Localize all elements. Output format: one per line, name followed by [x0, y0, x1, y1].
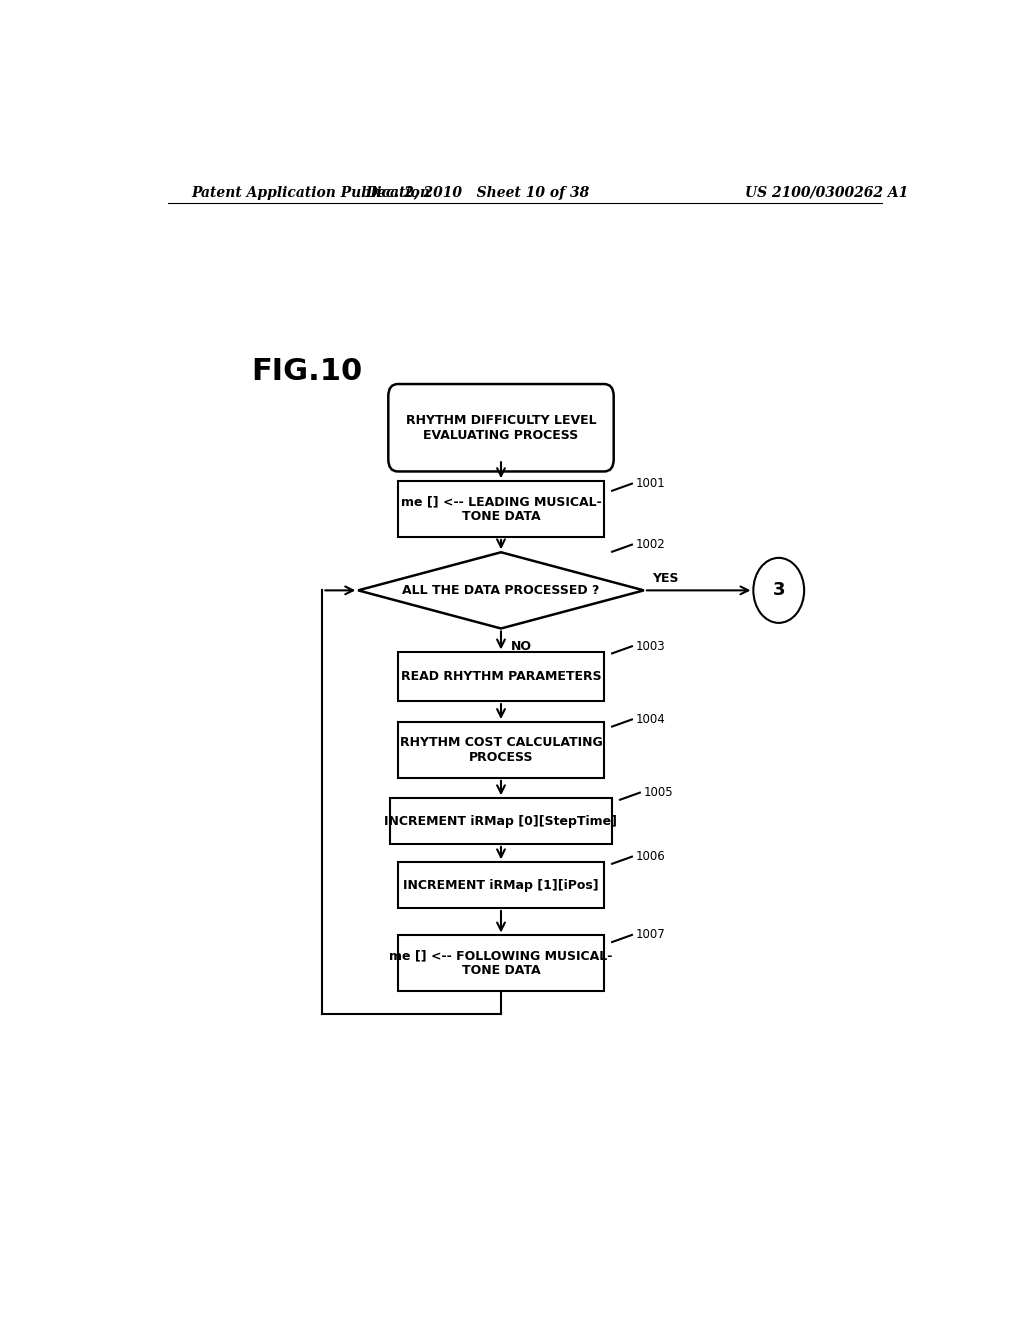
Text: 1004: 1004: [636, 713, 666, 726]
Text: READ RHYTHM PARAMETERS: READ RHYTHM PARAMETERS: [400, 671, 601, 684]
Text: Patent Application Publication: Patent Application Publication: [191, 186, 430, 199]
Text: me [] <-- LEADING MUSICAL-
TONE DATA: me [] <-- LEADING MUSICAL- TONE DATA: [400, 495, 601, 523]
Text: INCREMENT iRMap [1][iPos]: INCREMENT iRMap [1][iPos]: [403, 879, 599, 891]
Bar: [397, 936, 604, 991]
Text: 1005: 1005: [644, 787, 674, 799]
Text: YES: YES: [651, 572, 678, 585]
Text: US 2100/0300262 A1: US 2100/0300262 A1: [744, 186, 908, 199]
Circle shape: [754, 558, 804, 623]
Text: ALL THE DATA PROCESSED ?: ALL THE DATA PROCESSED ?: [402, 583, 600, 597]
Text: me [] <-- FOLLOWING MUSICAL-
TONE DATA: me [] <-- FOLLOWING MUSICAL- TONE DATA: [389, 949, 612, 977]
Text: NO: NO: [511, 640, 531, 653]
Text: Dec. 2, 2010   Sheet 10 of 38: Dec. 2, 2010 Sheet 10 of 38: [366, 186, 589, 199]
Text: 1003: 1003: [636, 640, 666, 653]
Bar: [397, 652, 604, 701]
Bar: [397, 480, 604, 537]
Bar: [397, 862, 604, 908]
Text: RHYTHM COST CALCULATING
PROCESS: RHYTHM COST CALCULATING PROCESS: [399, 737, 602, 764]
FancyBboxPatch shape: [388, 384, 613, 471]
Bar: [390, 799, 612, 843]
Polygon shape: [358, 552, 644, 628]
Text: RHYTHM DIFFICULTY LEVEL
EVALUATING PROCESS: RHYTHM DIFFICULTY LEVEL EVALUATING PROCE…: [406, 413, 596, 442]
Text: 1001: 1001: [636, 477, 666, 490]
Text: 1007: 1007: [636, 928, 666, 941]
Text: FIG.10: FIG.10: [251, 358, 362, 387]
Text: 3: 3: [772, 581, 785, 599]
Text: 1006: 1006: [636, 850, 666, 863]
Text: 1002: 1002: [636, 539, 666, 552]
Text: INCREMENT iRMap [0][StepTime]: INCREMENT iRMap [0][StepTime]: [384, 814, 617, 828]
Bar: [397, 722, 604, 777]
